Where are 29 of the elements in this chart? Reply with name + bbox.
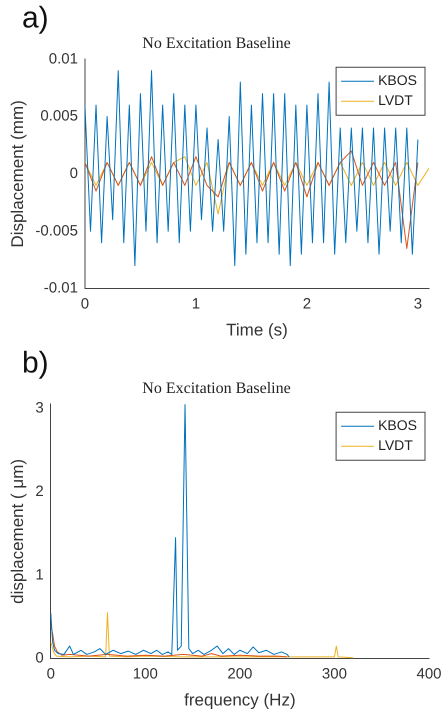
y-tick-label: -0.005 [35,222,78,240]
y-tick-label: 2 [35,482,44,500]
y-tick-label: 0.005 [40,108,78,125]
text: a) [22,1,49,34]
legend-label: KBOS [378,417,418,434]
x-tick-label: 0 [80,296,90,313]
x-tick-label: 1 [192,296,200,313]
y-axis-title: Displacement (mm) [8,100,27,248]
chart-title: No Excitation Baseline [142,380,291,397]
legend-label: KBOS [378,72,418,88]
x-tick-label: 2 [302,296,312,313]
legend-label: LVDT [378,437,414,454]
x-axis-title: frequency (Hz) [184,690,296,710]
x-tick-label: 3 [414,296,422,313]
x-tick-label: 100 [132,666,158,683]
y-tick-label: 3 [35,400,44,417]
x-tick-label: 400 [416,666,442,683]
text: b) [22,346,49,380]
chart-title: No Excitation Baseline [142,34,291,52]
y-tick-label: -0.01 [44,280,78,297]
x-tick-label: 200 [227,666,252,683]
y-axis-title: displacement ( μm) [8,458,27,604]
y-tick-label: 0 [35,650,44,667]
y-tick-label: 0.01 [48,50,78,68]
x-axis-title: Time (s) [226,320,288,340]
x-tick-label: 300 [322,666,347,683]
legend-label: LVDT [378,92,414,108]
y-tick-label: 0 [70,165,78,182]
y-tick-label: 1 [35,566,44,584]
